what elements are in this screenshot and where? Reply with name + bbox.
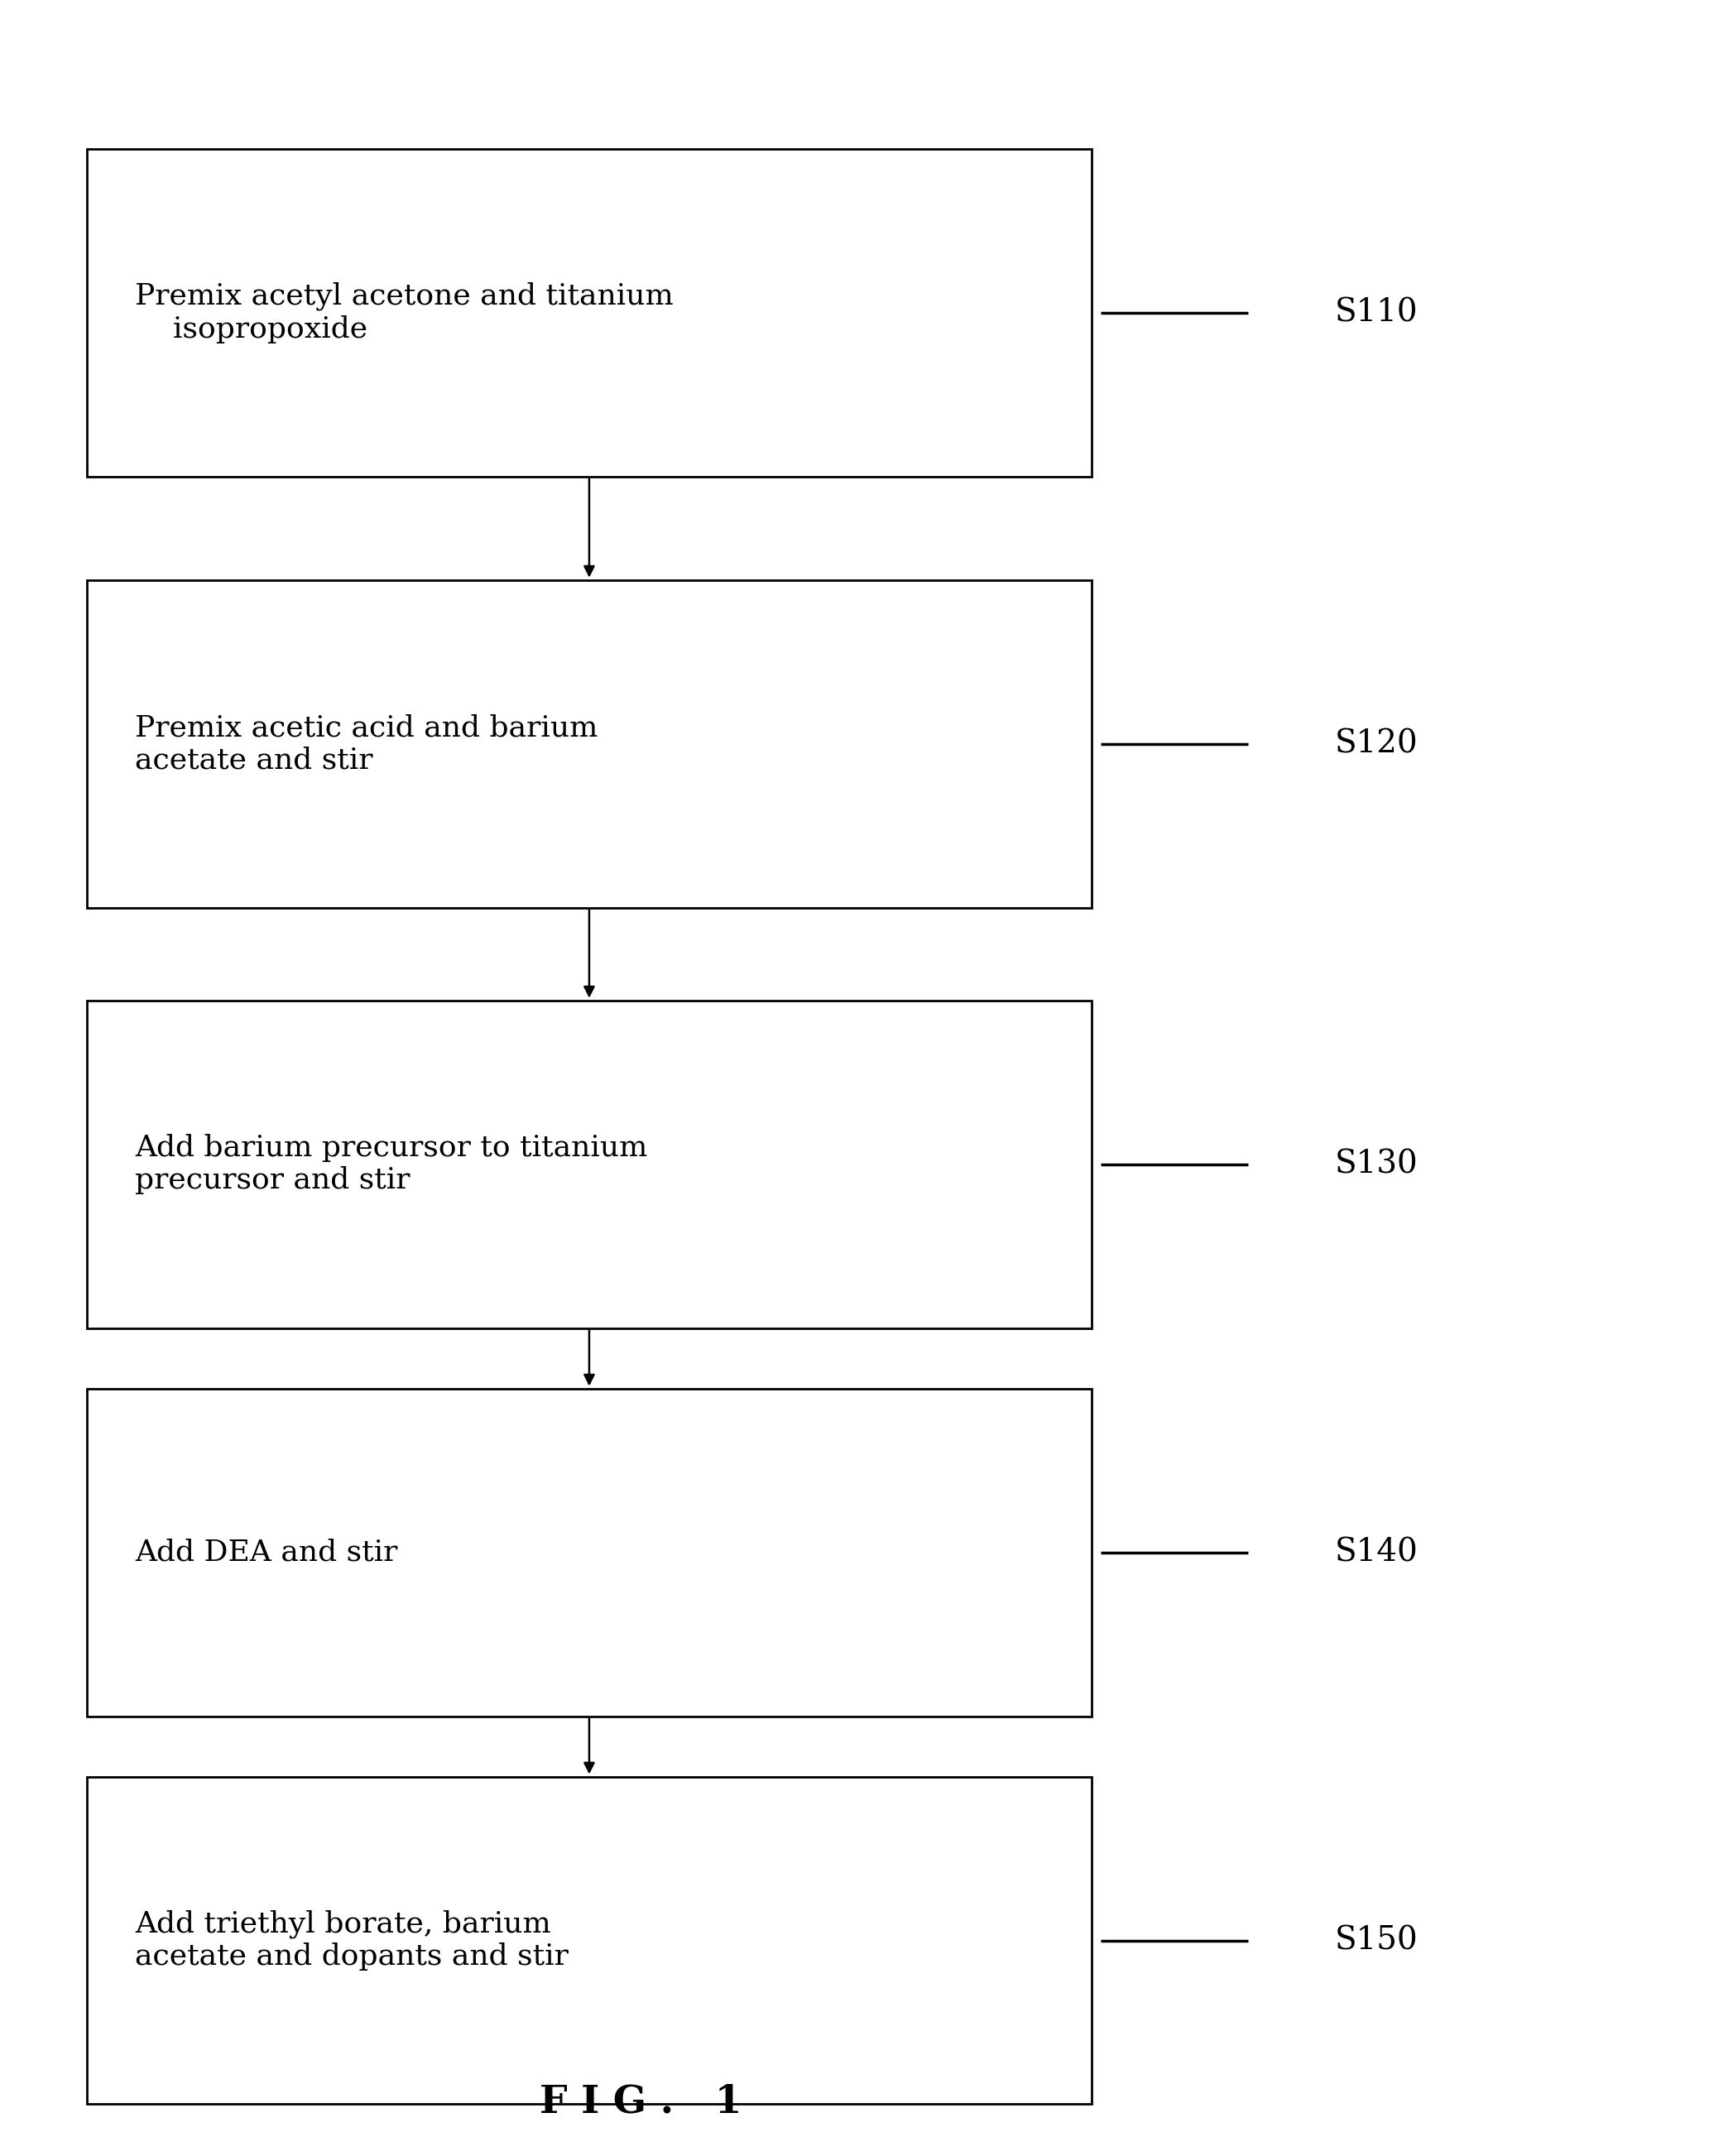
Text: S130: S130 — [1334, 1149, 1418, 1179]
Text: F I G .   1: F I G . 1 — [541, 2083, 742, 2122]
Text: Premix acetyl acetone and titanium
    isopropoxide: Premix acetyl acetone and titanium isopr… — [135, 282, 674, 343]
Bar — [87, 1388, 1092, 1716]
Bar — [87, 1777, 1092, 2104]
Bar — [87, 580, 1092, 908]
Text: Add DEA and stir: Add DEA and stir — [135, 1537, 399, 1567]
Text: S140: S140 — [1334, 1537, 1418, 1567]
Text: Add triethyl borate, barium
acetate and dopants and stir: Add triethyl borate, barium acetate and … — [135, 1910, 568, 1971]
Bar — [87, 149, 1092, 476]
Text: Add barium precursor to titanium
precursor and stir: Add barium precursor to titanium precurs… — [135, 1134, 648, 1194]
Text: S120: S120 — [1334, 729, 1418, 759]
Text: Premix acetic acid and barium
acetate and stir: Premix acetic acid and barium acetate an… — [135, 714, 598, 774]
Text: S150: S150 — [1334, 1925, 1418, 1955]
Text: S110: S110 — [1334, 298, 1418, 328]
Bar — [87, 1000, 1092, 1328]
